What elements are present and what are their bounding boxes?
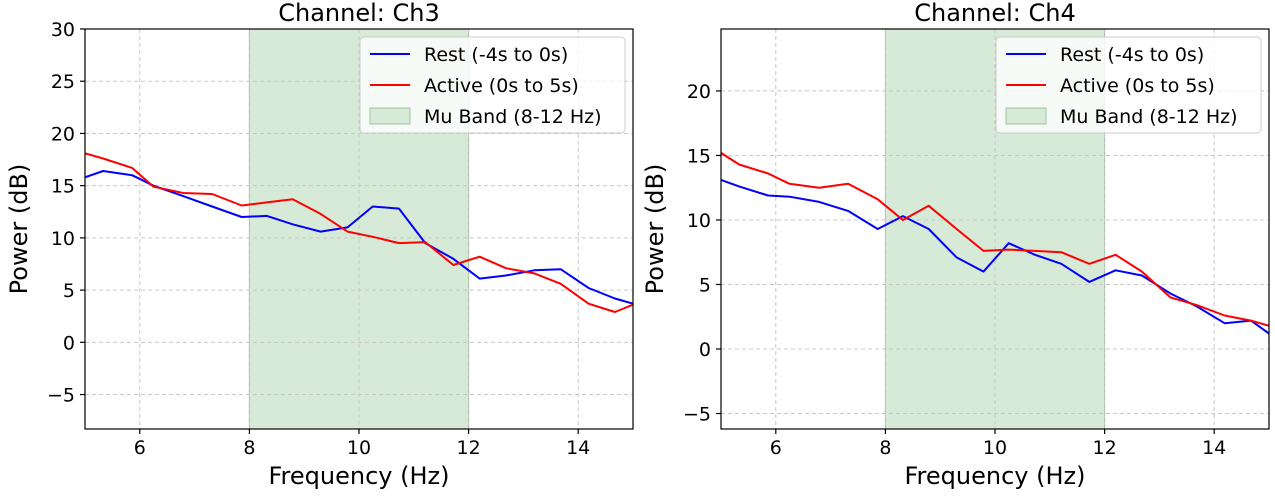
series-line-active [721,152,1269,327]
y-axis-label: Power (dB) [641,164,669,295]
x-axis-label: Frequency (Hz) [905,462,1086,490]
series-line-active [85,152,633,313]
y-tick-label: 10 [687,210,711,232]
y-tick-label: −5 [47,385,75,407]
legend-swatch-band [369,107,411,125]
legend-label: Active (0s to 5s) [1060,75,1215,97]
legend-label: Mu Band (8-12 Hz) [424,106,602,128]
chart-panel-2: 6 8 10 12 14 −5 0 5 10 15 20 Channel: Ch4 Frequency … [641,0,1270,490]
x-tick-label: 10 [347,437,371,459]
y-tick-label: 5 [699,274,711,296]
x-tick-label: 6 [134,437,146,459]
legend-swatch-band [1005,107,1047,125]
legend: Rest (-4s to 0s) Active (0s to 5s) Mu Band… [995,36,1262,134]
series-line-rest [721,179,1269,335]
y-tick-label: 10 [51,228,75,250]
x-tick-label: 6 [770,437,782,459]
y-tick-label: −5 [683,404,711,426]
legend-box [995,36,1262,134]
legend: Rest (-4s to 0s) Active (0s to 5s) Mu Band… [359,36,626,134]
y-tick-label: 5 [63,280,75,302]
x-axis-label: Frequency (Hz) [269,462,450,490]
x-tick-label: 8 [879,437,891,459]
chart-panel-1: 6 8 10 12 14 −5 0 5 10 15 20 25 30 Channel: Ch3 Freque… [5,0,634,490]
y-tick-label: 30 [51,19,75,41]
chart-title: Channel: Ch3 [278,0,439,27]
x-tick-label: 10 [983,437,1007,459]
y-axis-label: Power (dB) [5,164,33,295]
series-line-rest [85,170,633,305]
y-tick-label: 25 [51,71,75,93]
x-tick-label: 12 [457,437,481,459]
y-tick-label: 15 [51,176,75,198]
x-tick-label: 14 [566,437,590,459]
legend-label: Active (0s to 5s) [424,75,579,97]
x-tick-label: 8 [243,437,255,459]
y-tick-label: 0 [699,339,711,361]
legend-box [359,36,626,134]
legend-label: Rest (-4s to 0s) [424,44,568,66]
legend-label: Rest (-4s to 0s) [1060,44,1204,66]
y-tick-label: 15 [687,145,711,167]
chart-title: Channel: Ch4 [914,0,1075,27]
x-tick-label: 12 [1093,437,1117,459]
y-tick-label: 20 [687,81,711,103]
legend-label: Mu Band (8-12 Hz) [1060,106,1238,128]
y-tick-label: 20 [51,123,75,145]
x-tick-label: 14 [1202,437,1226,459]
y-tick-label: 0 [63,332,75,354]
